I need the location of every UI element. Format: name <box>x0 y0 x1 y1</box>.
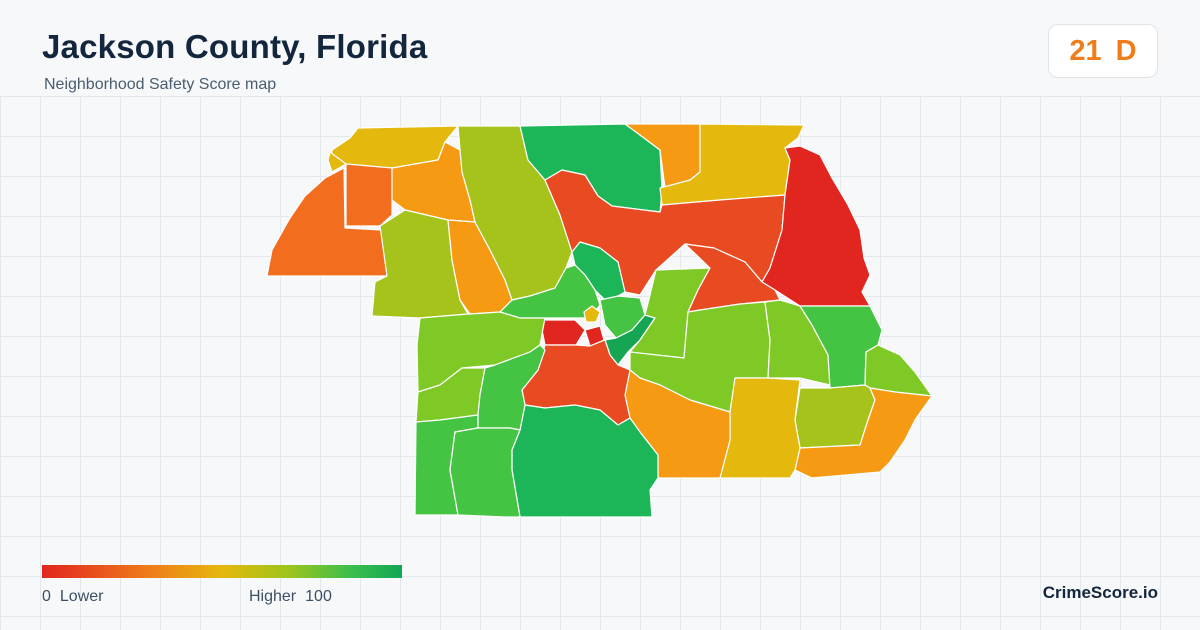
map-region[interactable] <box>794 387 933 479</box>
map-region[interactable] <box>345 163 393 227</box>
legend-min-value: 0 <box>42 588 51 605</box>
legend-min-label: Lower <box>59 588 104 605</box>
legend-max-value: 100 <box>305 588 332 605</box>
map-region[interactable] <box>583 305 601 323</box>
legend-color-scale <box>42 565 402 578</box>
page-subtitle: Neighborhood Safety Score map <box>44 76 277 93</box>
map-region[interactable] <box>266 167 388 277</box>
header <box>0 0 1200 97</box>
legend-max-label: Higher <box>249 588 297 605</box>
legend-min: 0 Lower <box>42 588 103 606</box>
map-region[interactable] <box>449 427 521 518</box>
map-region[interactable] <box>327 151 347 173</box>
safety-score-badge: 21 D <box>1048 24 1158 78</box>
brand-label[interactable]: CrimeScore.io <box>1042 583 1158 602</box>
score-value: 21 <box>1069 34 1102 67</box>
map-region[interactable] <box>539 319 586 346</box>
legend-max: Higher 100 <box>249 588 332 606</box>
map-region[interactable] <box>761 145 871 307</box>
score-grade: D <box>1115 34 1137 67</box>
page-title: Jackson County, Florida <box>42 28 428 65</box>
